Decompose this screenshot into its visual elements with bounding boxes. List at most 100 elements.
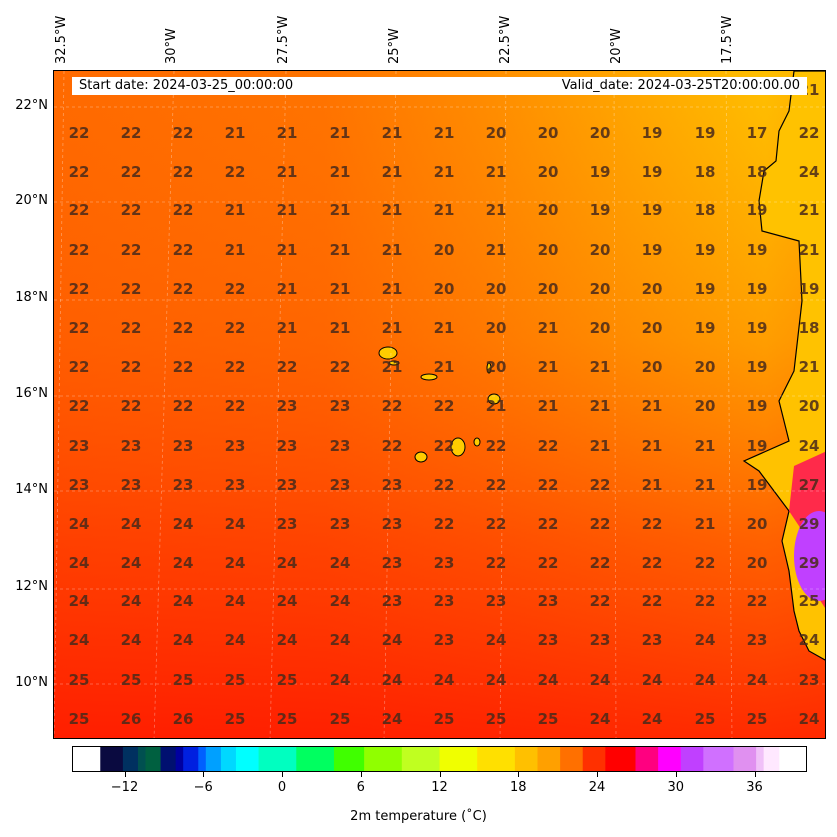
temperature-value: 24	[433, 671, 455, 689]
temperature-value: 22	[172, 241, 194, 259]
temperature-value: 24	[641, 671, 663, 689]
temperature-value: 25	[485, 710, 507, 728]
temperature-value: 24	[329, 592, 351, 610]
temperature-value: 20	[485, 319, 507, 337]
temperature-value: 26	[120, 710, 142, 728]
temperature-value: 24	[329, 671, 351, 689]
colorbar-swatch	[643, 747, 652, 771]
temperature-value: 25	[276, 710, 298, 728]
temperature-value: 24	[381, 631, 403, 649]
temperature-value: 21	[694, 515, 716, 533]
temperature-value: 23	[120, 476, 142, 494]
temperature-value: 18	[694, 163, 716, 181]
colorbar-tick-mark	[597, 772, 598, 777]
temperature-value: 21	[381, 241, 403, 259]
temperature-value: 23	[329, 437, 351, 455]
temperature-value: 22	[224, 397, 246, 415]
temperature-value: 23	[224, 437, 246, 455]
colorbar-swatch	[107, 747, 116, 771]
temperature-value: 21	[485, 201, 507, 219]
temperature-value: 24	[68, 554, 90, 572]
temperature-value: 24	[381, 710, 403, 728]
temperature-value: 22	[68, 280, 90, 298]
temperature-value: 19	[746, 201, 768, 219]
temperature-value: 22	[224, 280, 246, 298]
temperature-value: 21	[381, 280, 403, 298]
temperature-value: 23	[381, 554, 403, 572]
colorbar-swatch	[680, 747, 689, 771]
temperature-value: 21	[329, 280, 351, 298]
temperature-value: 21	[433, 163, 455, 181]
temperature-value: 22	[68, 124, 90, 142]
colorbar-swatch	[695, 747, 704, 771]
temperature-value: 21	[381, 163, 403, 181]
temperature-value: 19	[694, 280, 716, 298]
temperature-value: 20	[746, 515, 768, 533]
temperature-value: 21	[694, 476, 716, 494]
lat-label: 12°N	[15, 579, 48, 594]
temperature-value: 22	[172, 358, 194, 376]
temperature-value: 23	[276, 476, 298, 494]
island	[486, 362, 492, 374]
temperature-value: 20	[798, 397, 820, 415]
temperature-value: 29	[798, 515, 820, 533]
island	[450, 437, 466, 457]
temperature-value: 20	[694, 397, 716, 415]
temperature-value: 19	[641, 163, 663, 181]
temperature-value: 25	[224, 671, 246, 689]
temperature-value: 21	[589, 437, 611, 455]
temperature-value: 22	[120, 280, 142, 298]
temperature-value: 21	[276, 201, 298, 219]
colorbar-swatch	[183, 747, 192, 771]
temperature-value: 20	[589, 241, 611, 259]
temperature-value: 22	[68, 319, 90, 337]
temperature-value: 24	[485, 631, 507, 649]
temperature-value: 23	[276, 437, 298, 455]
colorbar-swatch	[545, 747, 554, 771]
temperature-value: 23	[433, 554, 455, 572]
temperature-value: 20	[537, 124, 559, 142]
colorbar-swatch	[100, 747, 109, 771]
colorbar-swatch	[447, 747, 456, 771]
temperature-value: 23	[485, 592, 507, 610]
temperature-value: 22	[68, 163, 90, 181]
temperature-value: 24	[224, 515, 246, 533]
colorbar-swatch	[605, 747, 614, 771]
colorbar-swatch	[484, 747, 493, 771]
temperature-value: 22	[433, 397, 455, 415]
temperature-value: 22	[224, 319, 246, 337]
temperature-value: 25	[276, 671, 298, 689]
colorbar-swatch	[477, 747, 486, 771]
temperature-value: 21	[798, 358, 820, 376]
temperature-value: 24	[746, 671, 768, 689]
temperature-value: 24	[224, 592, 246, 610]
temperature-value: 22	[694, 554, 716, 572]
temperature-value: 24	[68, 592, 90, 610]
colorbar-swatch	[499, 747, 508, 771]
colorbar-swatch	[492, 747, 501, 771]
colorbar-swatch	[228, 747, 237, 771]
valid-date-text: Valid_date: 2024-03-25T20:00:00.00	[561, 78, 800, 93]
temperature-value: 19	[694, 124, 716, 142]
temperature-value: 23	[433, 631, 455, 649]
temperature-value: 22	[381, 397, 403, 415]
temperature-value: 22	[485, 476, 507, 494]
colorbar-swatch	[198, 747, 207, 771]
colorbar-swatch	[522, 747, 531, 771]
colorbar-swatch	[575, 747, 584, 771]
temperature-value: 21	[329, 124, 351, 142]
temperature-value: 25	[68, 671, 90, 689]
colorbar-swatch	[341, 747, 350, 771]
temperature-value: 20	[641, 319, 663, 337]
temperature-value: 24	[798, 710, 820, 728]
colorbar-swatch	[190, 747, 199, 771]
temperature-value: 25	[746, 710, 768, 728]
temperature-value: 19	[589, 163, 611, 181]
colorbar-swatch	[597, 747, 606, 771]
temperature-value: 25	[224, 710, 246, 728]
temperature-value: 23	[537, 631, 559, 649]
colorbar-swatch	[220, 747, 229, 771]
date-info-bar: Start date: 2024-03-25_00:00:00 Valid_da…	[72, 77, 807, 95]
temperature-value: 22	[120, 319, 142, 337]
colorbar-swatch	[356, 747, 365, 771]
